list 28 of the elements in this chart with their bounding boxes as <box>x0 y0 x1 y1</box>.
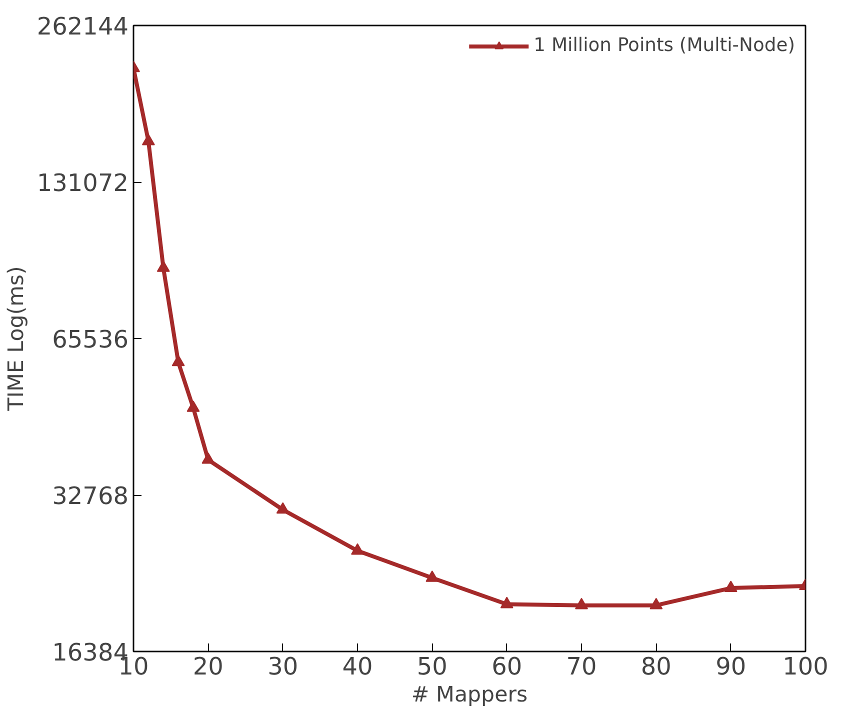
y-tick-label: 131072 <box>36 169 129 197</box>
x-tick-label: 90 <box>716 652 746 680</box>
x-tick-label: 80 <box>640 652 672 680</box>
point <box>500 596 514 608</box>
point <box>142 134 155 146</box>
y-tick-label: 32768 <box>52 482 129 510</box>
point <box>186 400 200 412</box>
y-tick-label: 65536 <box>52 326 129 354</box>
point <box>351 543 364 555</box>
point <box>724 580 738 592</box>
point <box>276 502 290 514</box>
x-tick-label: 100 <box>782 652 828 680</box>
y-tick-label: 262144 <box>36 12 129 40</box>
x-tick-label: 40 <box>342 652 373 680</box>
point <box>426 570 439 582</box>
point <box>156 260 170 272</box>
x-tick-label: 70 <box>566 652 597 680</box>
x-tick-label: 30 <box>268 652 298 680</box>
point <box>172 354 185 366</box>
y-axis-title: TIME Log(ms) <box>4 266 29 412</box>
point <box>650 598 663 610</box>
x-axis-title: # Mappers <box>411 682 528 708</box>
point <box>202 452 215 464</box>
point <box>575 598 588 610</box>
x-tick-label: 20 <box>192 652 224 680</box>
legend-label: 1 Million Points (Multi-Node) <box>534 35 795 56</box>
x-tick-label: 50 <box>416 652 448 680</box>
x-tick-label: 60 <box>492 652 522 680</box>
